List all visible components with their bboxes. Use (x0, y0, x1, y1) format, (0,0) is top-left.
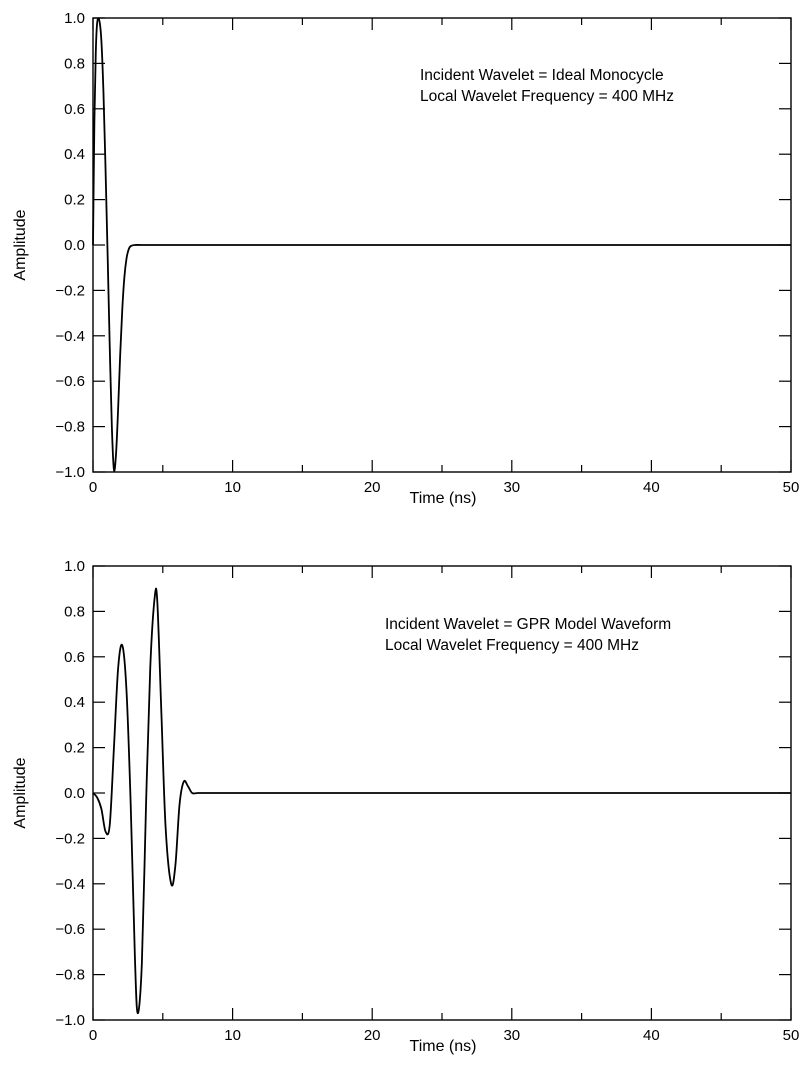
y-tick-label: 0.8 (64, 55, 85, 72)
y-tick-labels: 1.0 0.8 0.6 0.4 0.2 0.0 −0.2 −0.4 −0.6 −0.8 −1.0 (55, 10, 85, 481)
x-tick-label: 30 (503, 1027, 520, 1044)
annotation-line-1: Incident Wavelet = Ideal Monocycle (420, 67, 664, 84)
y-tick-label: 0.4 (64, 146, 85, 163)
x-tick-labels: 0 10 20 30 40 50 (89, 479, 800, 496)
y-tick-label: −0.6 (55, 373, 85, 390)
y-tick-label: −0.8 (55, 419, 85, 436)
x-axis-label: Time (ns) (410, 1038, 477, 1055)
x-tick-label: 20 (364, 1027, 381, 1044)
x-axis-label: Time (ns) (410, 490, 477, 507)
x-tick-label: 10 (224, 1027, 241, 1044)
y-tick-label: 0.2 (64, 192, 85, 209)
y-tick-label: −0.6 (55, 921, 85, 938)
y-axis-label: Amplitude (12, 757, 29, 828)
y-tick-label: 0.0 (64, 785, 85, 802)
annotation-line-1: Incident Wavelet = GPR Model Waveform (385, 616, 671, 633)
y-tick-label: −0.4 (55, 328, 85, 345)
x-tick-label: 10 (224, 479, 241, 496)
chart-gpr-model-waveform: 0 10 20 30 40 50 1.0 0.8 0.6 0.4 0.2 0.0 −0.2 −0.4 −0… (12, 558, 799, 1055)
y-tick-label: 0.8 (64, 603, 85, 620)
waveform-line (92, 17, 791, 472)
x-tick-label: 20 (364, 479, 381, 496)
y-tick-label: 0.6 (64, 649, 85, 666)
y-tick-label: −1.0 (55, 464, 85, 481)
x-tick-label: 30 (503, 479, 520, 496)
y-tick-label: 1.0 (64, 558, 85, 575)
axis-ticks (92, 17, 792, 473)
y-tick-labels: 1.0 0.8 0.6 0.4 0.2 0.0 −0.2 −0.4 −0.6 −0.8 −1.0 (55, 558, 85, 1029)
x-tick-label: 40 (643, 1027, 660, 1044)
y-tick-label: −1.0 (55, 1012, 85, 1029)
chart-ideal-monocycle: 0 10 20 30 40 50 1.0 0.8 0.6 0.4 0.2 0.0 −0.2 −0.4 −0… (12, 10, 799, 507)
y-tick-label: −0.4 (55, 876, 85, 893)
y-tick-label: 0.6 (64, 101, 85, 118)
axis-ticks (92, 565, 792, 1021)
y-tick-label: −0.8 (55, 967, 85, 984)
annotation-line-2: Local Wavelet Frequency = 400 MHz (420, 88, 674, 105)
x-tick-label: 50 (783, 1027, 800, 1044)
y-tick-label: 0.4 (64, 694, 85, 711)
y-tick-label: −0.2 (55, 830, 85, 847)
y-tick-label: 1.0 (64, 10, 85, 27)
x-tick-label: 0 (89, 479, 97, 496)
x-tick-labels: 0 10 20 30 40 50 (89, 1027, 800, 1044)
waveform-line (92, 587, 791, 1015)
y-axis-label: Amplitude (12, 209, 29, 280)
y-tick-label: −0.2 (55, 282, 85, 299)
x-tick-label: 40 (643, 479, 660, 496)
x-tick-label: 0 (89, 1027, 97, 1044)
x-tick-label: 50 (783, 479, 800, 496)
y-tick-label: 0.2 (64, 740, 85, 757)
annotation-line-2: Local Wavelet Frequency = 400 MHz (385, 637, 639, 654)
y-tick-label: 0.0 (64, 237, 85, 254)
